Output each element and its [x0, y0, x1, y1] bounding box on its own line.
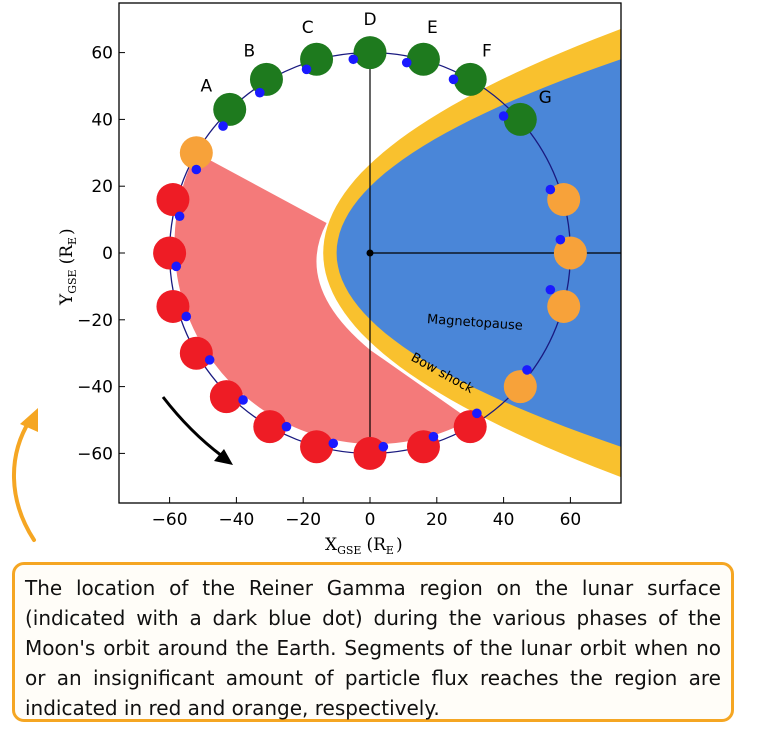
magnetopause-label: Magnetopause: [427, 312, 524, 334]
caption-text: The location of the Reiner Gamma region …: [25, 576, 721, 720]
y-tick-label: −40: [77, 378, 113, 398]
orbit-diagram: Magnetopause Bow shock ABC D EFG −60 −40 −20…: [12, 2, 622, 557]
moon-none-flux: [179, 336, 213, 370]
reiner-gamma-dot: [448, 74, 459, 85]
phase-label-b: B: [244, 42, 256, 62]
caption-pointer-arrow: [12, 418, 36, 542]
moon-full-flux: [453, 62, 487, 96]
phase-labels: A B C D E F G: [201, 10, 552, 108]
moon-full-flux: [353, 36, 387, 70]
y-ticks: 60 40 20 0 −20 −40 −60: [77, 44, 125, 464]
moon-none-flux: [453, 410, 487, 444]
moon-low-flux: [553, 236, 587, 270]
shadow-region: [174, 152, 471, 445]
phase-label-c: C: [302, 18, 314, 38]
reiner-gamma-dot: [545, 184, 556, 195]
x-axis-label: XGSE (RE): [325, 535, 403, 557]
moon-full-flux: [503, 102, 537, 136]
x-tick-label: 60: [560, 510, 582, 530]
reiner-gamma-dot: [348, 54, 359, 65]
moon-full-flux: [249, 62, 283, 96]
x-tick-label: −20: [285, 510, 321, 530]
reiner-gamma-dot: [218, 121, 228, 131]
x-tick-label: −60: [152, 510, 188, 530]
reiner-gamma-dot: [522, 365, 532, 375]
moon-none-flux: [209, 380, 243, 414]
phase-label-f: F: [482, 41, 492, 61]
phase-label-d: D: [363, 10, 376, 30]
x-ticks: −60 −40 −20 0 20 40 60: [152, 497, 582, 530]
reiner-gamma-dot: [174, 211, 185, 222]
reiner-gamma-dot: [401, 57, 412, 68]
x-tick-label: 0: [365, 510, 376, 530]
reiner-gamma-dot: [171, 261, 182, 272]
phase-label-a: A: [201, 76, 213, 96]
reiner-gamma-dot: [498, 111, 509, 121]
moon-full-flux: [213, 92, 247, 126]
reiner-gamma-dot: [328, 438, 339, 449]
orbit-direction-arrowhead: [214, 449, 233, 465]
x-tick-label: 40: [493, 510, 515, 530]
moon-none-flux: [153, 236, 187, 270]
moon-none-flux: [253, 410, 287, 444]
earth-dot: [366, 249, 374, 257]
reiner-gamma-dot: [472, 408, 482, 419]
y-tick-label: 20: [91, 177, 113, 197]
reiner-gamma-dot: [378, 441, 389, 452]
caption-pointer-arrowhead: [20, 408, 38, 432]
reiner-gamma-dot: [428, 431, 439, 442]
y-tick-label: −20: [77, 311, 113, 331]
orbit-direction-arrow: [161, 396, 223, 458]
moon-low-flux: [547, 183, 581, 217]
y-tick-label: 0: [102, 244, 113, 264]
reiner-gamma-dot: [254, 87, 265, 98]
reiner-gamma-dot: [181, 311, 192, 322]
moon-low-flux: [547, 289, 581, 323]
moon-low-flux: [503, 370, 537, 404]
moon-none-flux: [156, 183, 190, 217]
reiner-gamma-dots: [171, 54, 566, 452]
moon-none-flux: [300, 430, 334, 464]
y-axis-label: YGSE(RE): [57, 228, 79, 306]
reiner-gamma-dot: [238, 395, 248, 405]
moon-none-flux: [156, 289, 190, 323]
phase-label-g: G: [539, 88, 552, 108]
reiner-gamma-dot: [545, 284, 556, 295]
y-tick-label: −60: [77, 444, 113, 464]
reiner-gamma-dot: [281, 421, 292, 432]
moon-low-flux: [179, 136, 213, 170]
x-tick-label: −40: [218, 510, 254, 530]
y-tick-label: 60: [91, 44, 113, 64]
moon-full-flux: [406, 42, 440, 76]
reiner-gamma-dot: [191, 164, 202, 175]
x-tick-label: 20: [426, 510, 448, 530]
reiner-gamma-dot: [555, 234, 566, 245]
figure-caption: The location of the Reiner Gamma region …: [12, 562, 734, 722]
y-tick-label: 40: [91, 110, 113, 130]
reiner-gamma-dot: [204, 355, 215, 365]
reiner-gamma-dot: [301, 64, 312, 75]
phase-label-e: E: [427, 18, 438, 38]
moon-none-flux: [353, 436, 387, 470]
